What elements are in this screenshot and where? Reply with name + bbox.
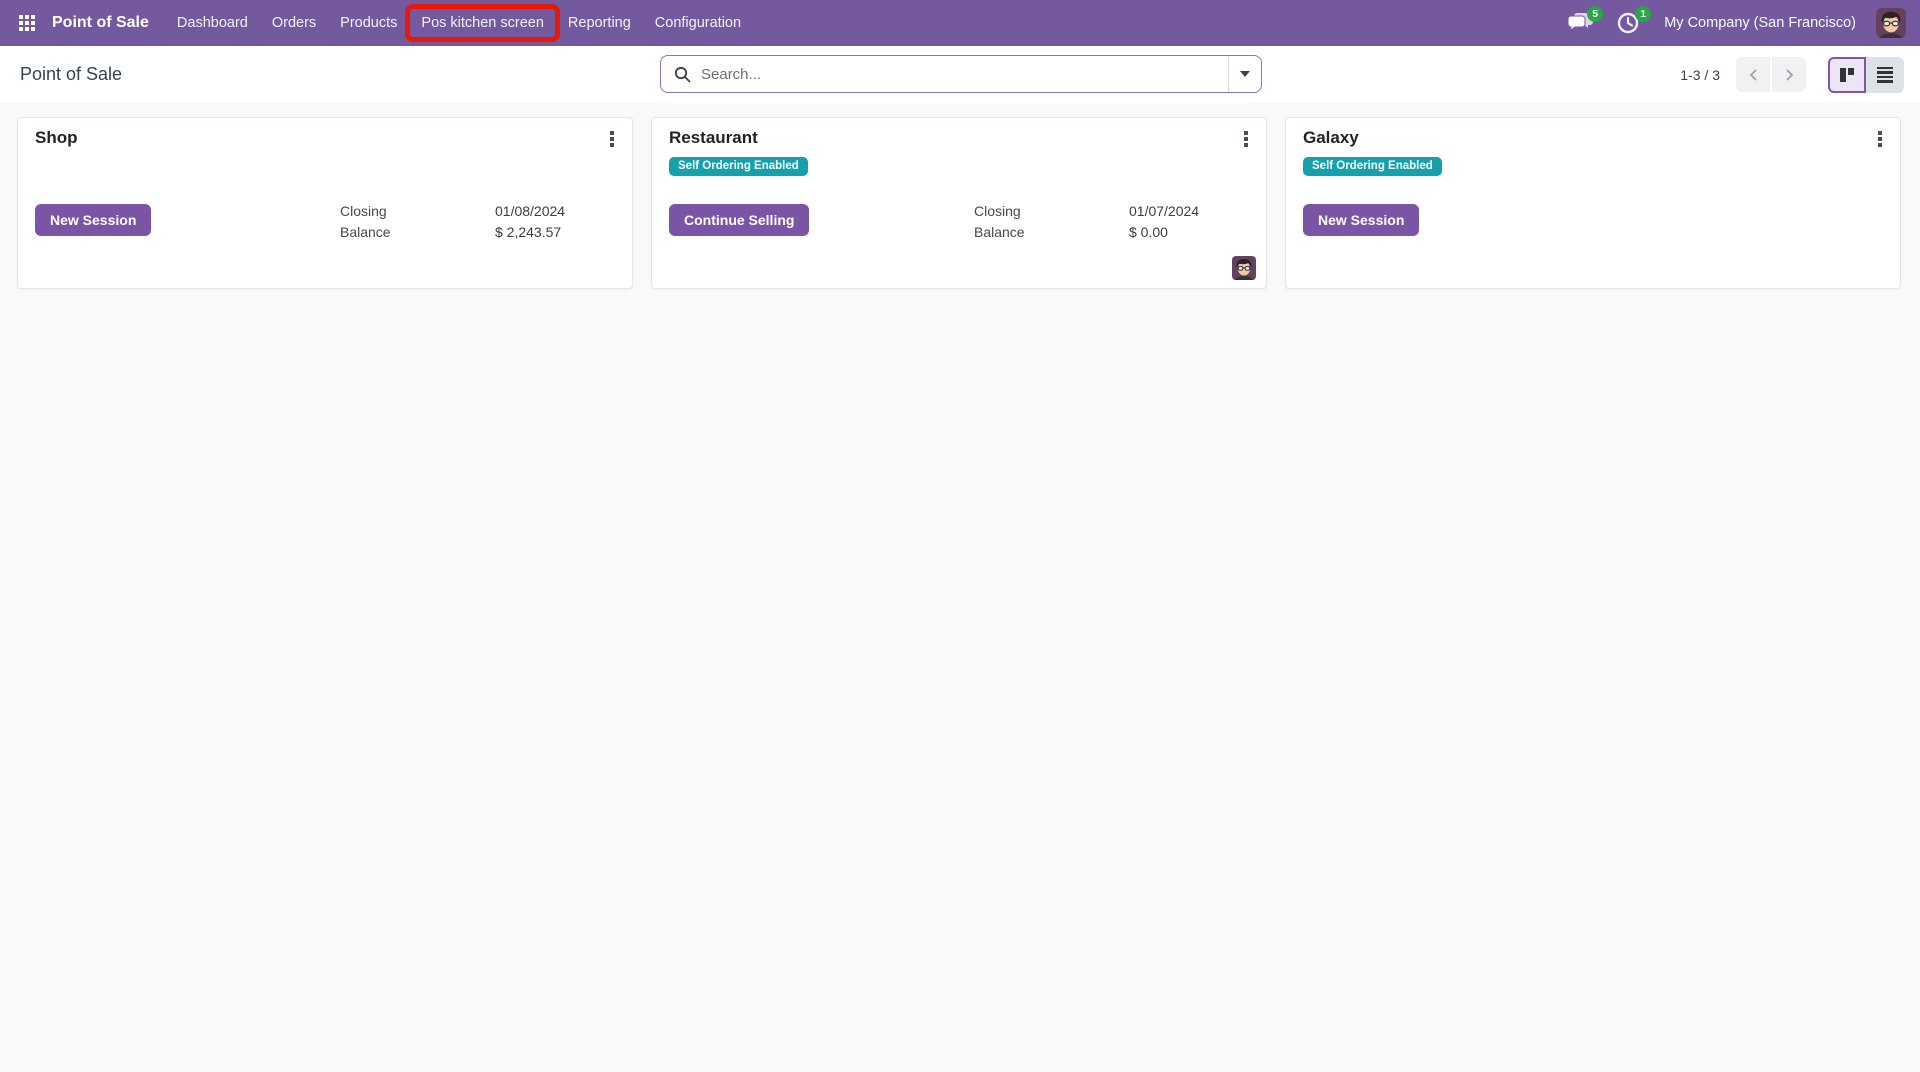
pager [1736,57,1806,92]
menu-item-products[interactable]: Products [328,0,409,46]
header-right-section: 5 1 My Company (San Francisco) [1567,6,1906,38]
kanban-card-row: Shop New Session Closing Balance 01/08/2… [0,103,1920,303]
apps-grid-icon[interactable] [12,8,42,38]
card-title: Galaxy [1303,128,1359,147]
messages-count-badge: 5 [1587,6,1604,22]
closing-balance-label: Closing Balance [974,203,1025,240]
kebab-menu-icon[interactable] [1234,126,1258,152]
menu-item-dashboard[interactable]: Dashboard [165,0,260,46]
new-session-button[interactable]: New Session [35,204,152,236]
list-view-icon [1877,66,1893,83]
control-panel: Point of Sale 1-3 / 3 [0,46,1920,103]
menu-item-label: Products [340,15,398,31]
app-header: Point of Sale Dashboard Orders Products … [0,0,1920,46]
closing-amount: $ 0.00 [1129,224,1168,240]
pos-card-galaxy[interactable]: Galaxy Self Ordering Enabled New Session [1285,117,1901,289]
clock-icon [1618,12,1639,34]
pager-previous-button[interactable] [1736,57,1770,92]
self-ordering-badge: Self Ordering Enabled [1303,157,1442,176]
closing-date: 01/08/2024 [495,203,566,219]
list-view-button[interactable] [1866,56,1904,93]
pos-card-shop[interactable]: Shop New Session Closing Balance 01/08/2… [17,117,633,289]
user-avatar[interactable] [1876,8,1906,38]
menu-item-label: Dashboard [176,15,248,31]
search-icon [674,66,691,83]
closing-balance-label: Closing Balance [340,203,391,240]
activities-count-badge: 1 [1635,6,1652,22]
self-ordering-badge: Self Ordering Enabled [669,157,808,176]
kebab-menu-icon[interactable] [600,126,624,152]
menu-item-label: Orders [271,15,317,31]
chevron-right-icon [1785,68,1793,81]
messages-button[interactable]: 5 [1567,6,1604,36]
closing-balance-values: 01/07/2024 $ 0.00 [1129,201,1199,243]
menu-item-label: Pos kitchen screen [421,15,544,31]
search-filters-toggle[interactable] [1229,56,1261,92]
company-switcher[interactable]: My Company (San Francisco) [1664,15,1856,31]
card-title: Shop [35,128,78,147]
session-user-avatar[interactable] [1232,256,1256,280]
app-name[interactable]: Point of Sale [52,14,149,31]
menu-item-configuration[interactable]: Configuration [643,0,753,46]
pager-next-button[interactable] [1772,57,1806,92]
kanban-view-button[interactable] [1828,56,1866,93]
closing-amount: $ 2,243.57 [495,224,562,240]
menu-item-orders[interactable]: Orders [260,0,328,46]
menu-item-label: Configuration [654,15,742,31]
chevron-down-icon [1240,71,1250,77]
menu-item-reporting[interactable]: Reporting [556,0,643,46]
activities-button[interactable]: 1 [1616,6,1652,36]
continue-selling-button[interactable]: Continue Selling [669,204,810,236]
main-menu: Dashboard Orders Products Pos kitchen sc… [165,0,753,46]
search-bar [660,55,1262,93]
closing-date: 01/07/2024 [1129,203,1200,219]
closing-balance-values: 01/08/2024 $ 2,243.57 [495,201,565,243]
menu-item-label: Reporting [567,15,631,31]
menu-item-pos-kitchen-screen[interactable]: Pos kitchen screen [405,0,560,46]
kanban-view-icon [1840,67,1854,82]
pos-card-restaurant[interactable]: Restaurant Self Ordering Enabled Continu… [651,117,1267,289]
kanban-view: Shop New Session Closing Balance 01/08/2… [0,103,1920,1072]
search-input[interactable] [701,56,1228,92]
kebab-menu-icon[interactable] [1868,126,1892,152]
breadcrumb: Point of Sale [20,64,123,84]
new-session-button[interactable]: New Session [1303,204,1420,236]
chevron-left-icon [1749,68,1757,81]
control-panel-right: 1-3 / 3 [1680,46,1904,103]
card-title: Restaurant [669,128,758,147]
search-divider [1228,56,1229,92]
view-switcher [1828,56,1904,93]
pager-counter: 1-3 / 3 [1680,66,1720,83]
